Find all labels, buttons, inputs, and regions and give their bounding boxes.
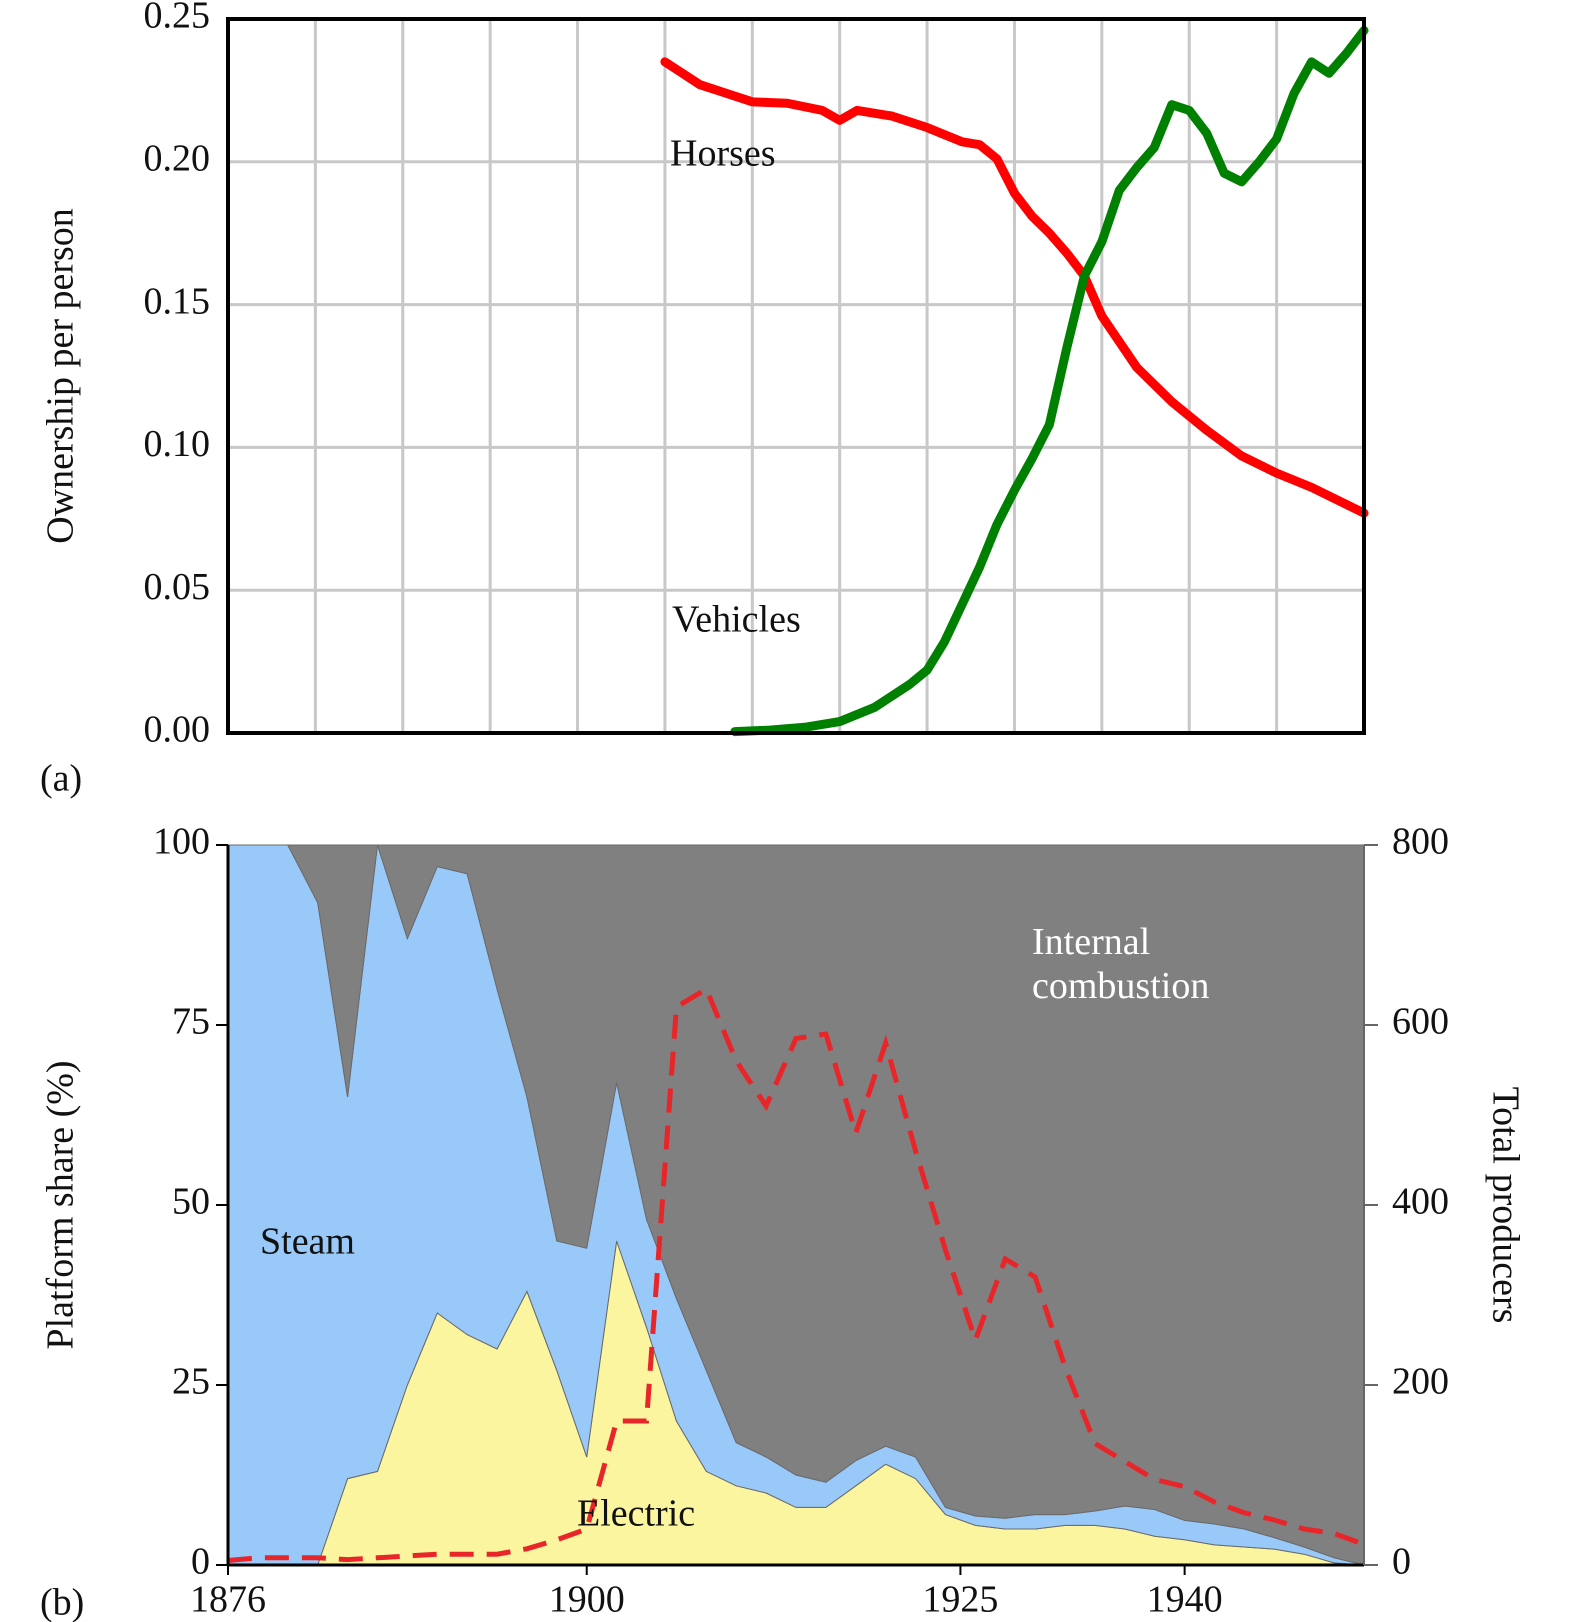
- y-tick-label: 25: [172, 1361, 210, 1403]
- x-tick-label: 1925: [922, 1579, 998, 1621]
- y2-axis-label: Total producers: [1484, 1087, 1526, 1324]
- series-label: Electric: [577, 1493, 695, 1535]
- y2-tick-label: 600: [1392, 1001, 1449, 1043]
- y2-tick-label: 800: [1392, 821, 1449, 863]
- x-tick-label: 1876: [190, 1579, 266, 1621]
- y-tick-label: 0.00: [144, 709, 211, 751]
- panel-label: (b): [40, 1582, 84, 1622]
- y2-tick-label: 0: [1392, 1541, 1411, 1583]
- y-tick-label: 0.10: [144, 423, 211, 465]
- y-tick-label: 0: [191, 1541, 210, 1583]
- x-tick-label: 1900: [549, 1579, 625, 1621]
- y-axis-label: Ownership per person: [40, 208, 82, 544]
- y-tick-label: 0.20: [144, 138, 211, 180]
- y2-tick-label: 200: [1392, 1361, 1449, 1403]
- y-tick-label: 0.15: [144, 280, 211, 322]
- x-tick-label: 1940: [1147, 1579, 1223, 1621]
- line: [227, 985, 1365, 1563]
- panel-label: (a): [40, 758, 82, 800]
- series-label: Vehicles: [672, 599, 801, 641]
- y2-tick-label: 400: [1392, 1181, 1449, 1223]
- y-tick-label: 0.25: [144, 0, 211, 37]
- series-label: Internal combustion: [1032, 921, 1210, 1007]
- y-tick-label: 75: [172, 1001, 210, 1043]
- y-tick-label: 100: [153, 821, 210, 863]
- plot-background: [228, 19, 1364, 733]
- line: [730, 25, 1369, 737]
- series-label: Horses: [670, 133, 776, 175]
- line: [660, 57, 1369, 518]
- y-tick-label: 0.05: [144, 566, 211, 608]
- y-axis-label: Platform share (%): [40, 1060, 82, 1349]
- plot-frame: [226, 17, 1366, 735]
- y-tick-label: 50: [172, 1181, 210, 1223]
- series-label: Steam: [260, 1221, 355, 1263]
